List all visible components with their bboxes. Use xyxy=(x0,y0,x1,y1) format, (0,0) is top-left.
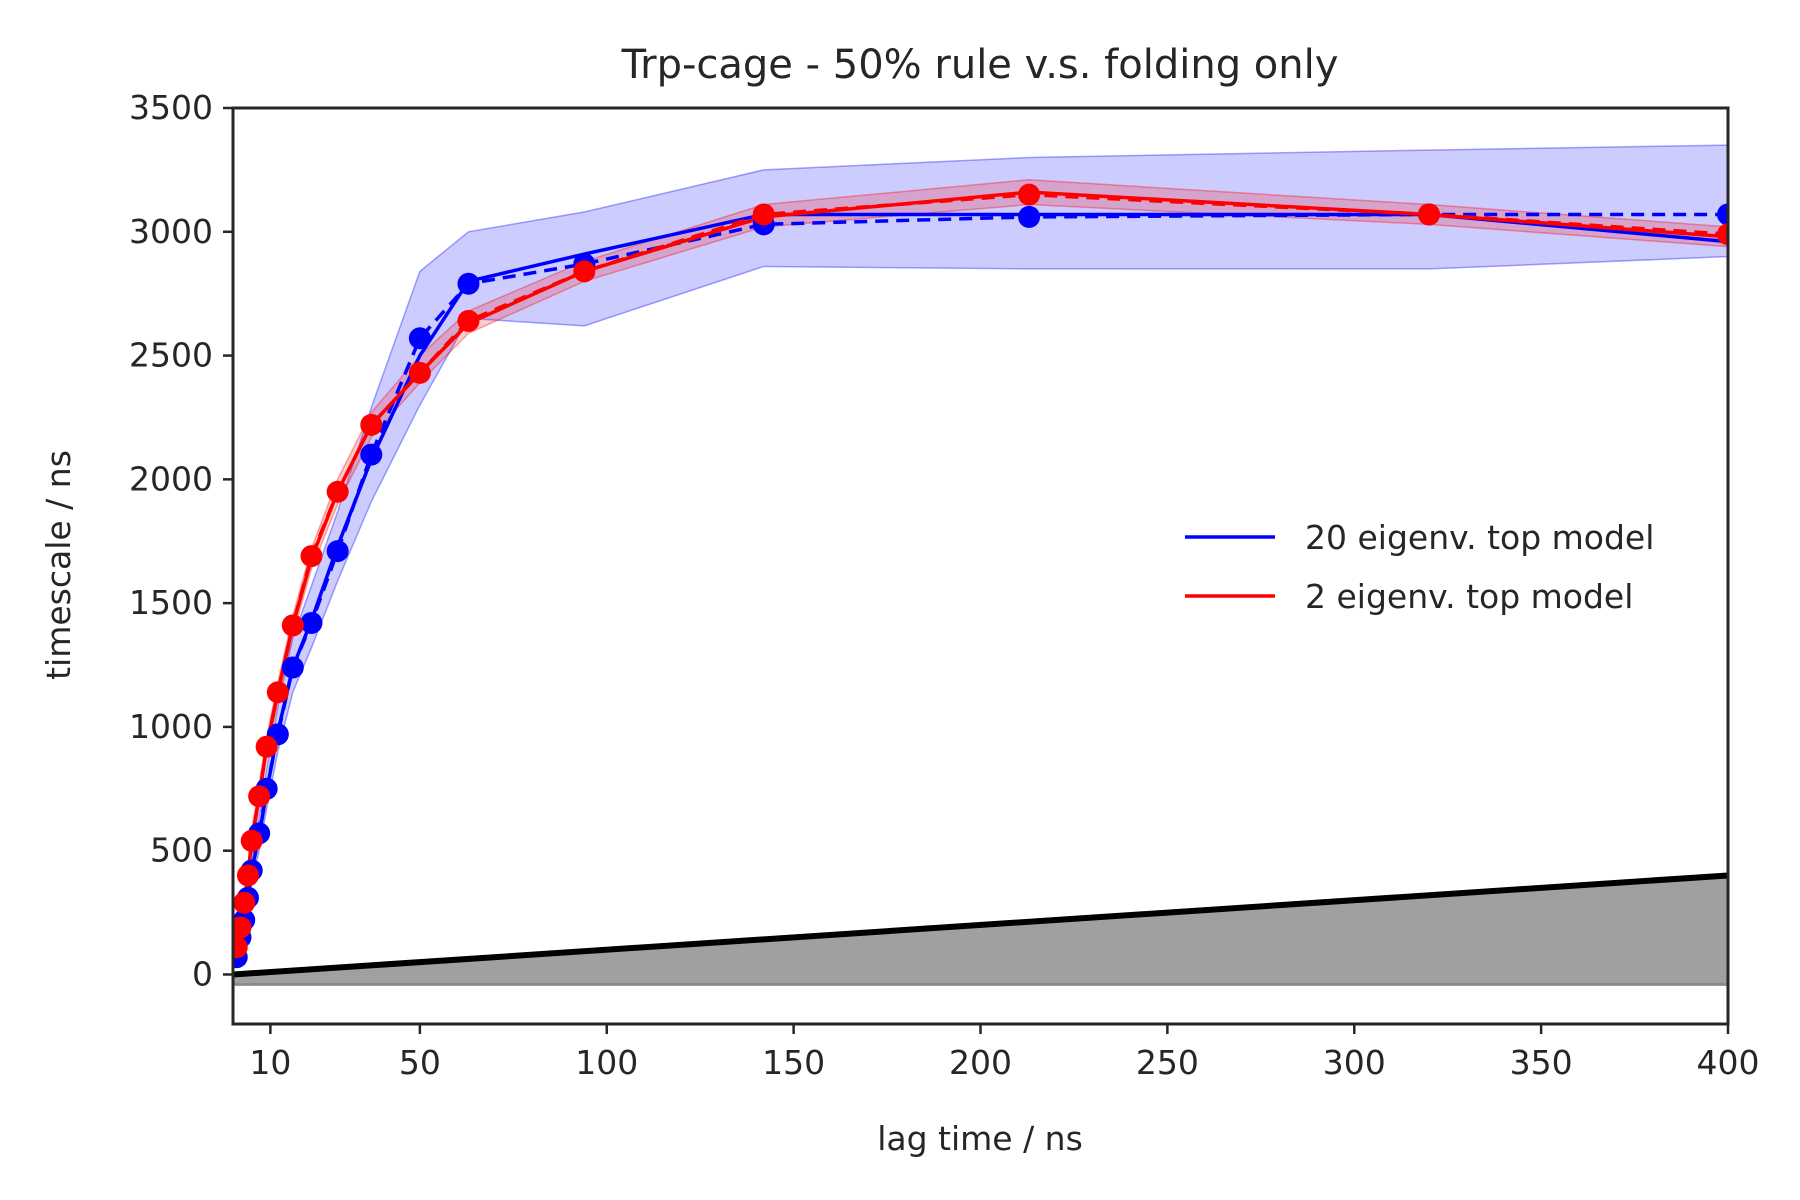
x-tick-label-6: 300 xyxy=(1323,1043,1386,1082)
data-point-3-7 xyxy=(266,681,289,704)
data-point-3-16 xyxy=(1018,183,1041,206)
data-point-3-12 xyxy=(408,361,431,384)
data-point-3-17 xyxy=(1418,203,1440,226)
legend-label-1: 2 eigenv. top model xyxy=(1305,577,1633,616)
data-point-1-18 xyxy=(1717,203,1728,226)
data-point-3-11 xyxy=(360,413,383,436)
data-point-3-18 xyxy=(1717,223,1728,246)
data-point-3-1 xyxy=(233,916,252,939)
data-point-3-5 xyxy=(248,785,271,808)
data-point-3-8 xyxy=(281,614,304,637)
data-point-1-13 xyxy=(457,272,480,295)
x-tick-label-5: 250 xyxy=(1136,1043,1199,1082)
data-point-3-14 xyxy=(573,260,596,283)
x-tick-label-1: 50 xyxy=(399,1043,441,1082)
x-tick-label-7: 350 xyxy=(1510,1043,1573,1082)
y-tick-label-4: 2000 xyxy=(129,459,213,498)
data-point-3-4 xyxy=(240,829,263,852)
y-tick-label-3: 1500 xyxy=(129,583,213,622)
data-point-1-8 xyxy=(281,656,304,679)
x-axis-label: lag time / ns xyxy=(877,1119,1083,1158)
data-point-3-6 xyxy=(255,735,278,758)
y-axis-label: timescale / ns xyxy=(39,450,78,680)
y-tick-label-5: 2500 xyxy=(129,336,213,375)
data-point-1-10 xyxy=(326,540,349,563)
data-point-3-0 xyxy=(233,936,248,959)
y-tick-label-7: 3500 xyxy=(129,88,213,127)
x-tick-label-3: 150 xyxy=(762,1043,825,1082)
data-point-3-2 xyxy=(233,891,256,914)
data-point-3-15 xyxy=(752,203,775,226)
data-point-1-9 xyxy=(300,611,323,634)
legend: 20 eigenv. top model 2 eigenv. top model xyxy=(1185,518,1654,616)
y-tick-label-2: 1000 xyxy=(129,707,213,746)
data-point-3-9 xyxy=(300,545,323,568)
data-point-3-3 xyxy=(236,864,259,887)
data-point-3-13 xyxy=(457,309,480,332)
series-line-4 xyxy=(233,872,1728,978)
chart-title: Trp-cage - 50% rule v.s. folding only xyxy=(621,42,1339,88)
y-tick-label-0: 0 xyxy=(192,954,213,993)
x-tick-label-8: 400 xyxy=(1697,1043,1760,1082)
data-point-1-11 xyxy=(360,443,383,466)
clipped-plot-group xyxy=(233,144,1728,986)
x-tick-label-4: 200 xyxy=(949,1043,1012,1082)
data-point-1-12 xyxy=(408,327,431,350)
legend-label-0: 20 eigenv. top model xyxy=(1305,518,1654,557)
plot-area: 10 50 100 150 200 250 300 350 400 0 500 1000 1500 200… xyxy=(129,88,1759,1082)
y-tick-label-6: 3000 xyxy=(129,212,213,251)
data-point-1-16 xyxy=(1018,205,1041,228)
data-point-3-10 xyxy=(326,480,349,503)
y-tick-label-1: 500 xyxy=(150,831,213,870)
x-tick-label-0: 10 xyxy=(249,1043,291,1082)
x-tick-label-2: 100 xyxy=(575,1043,638,1082)
